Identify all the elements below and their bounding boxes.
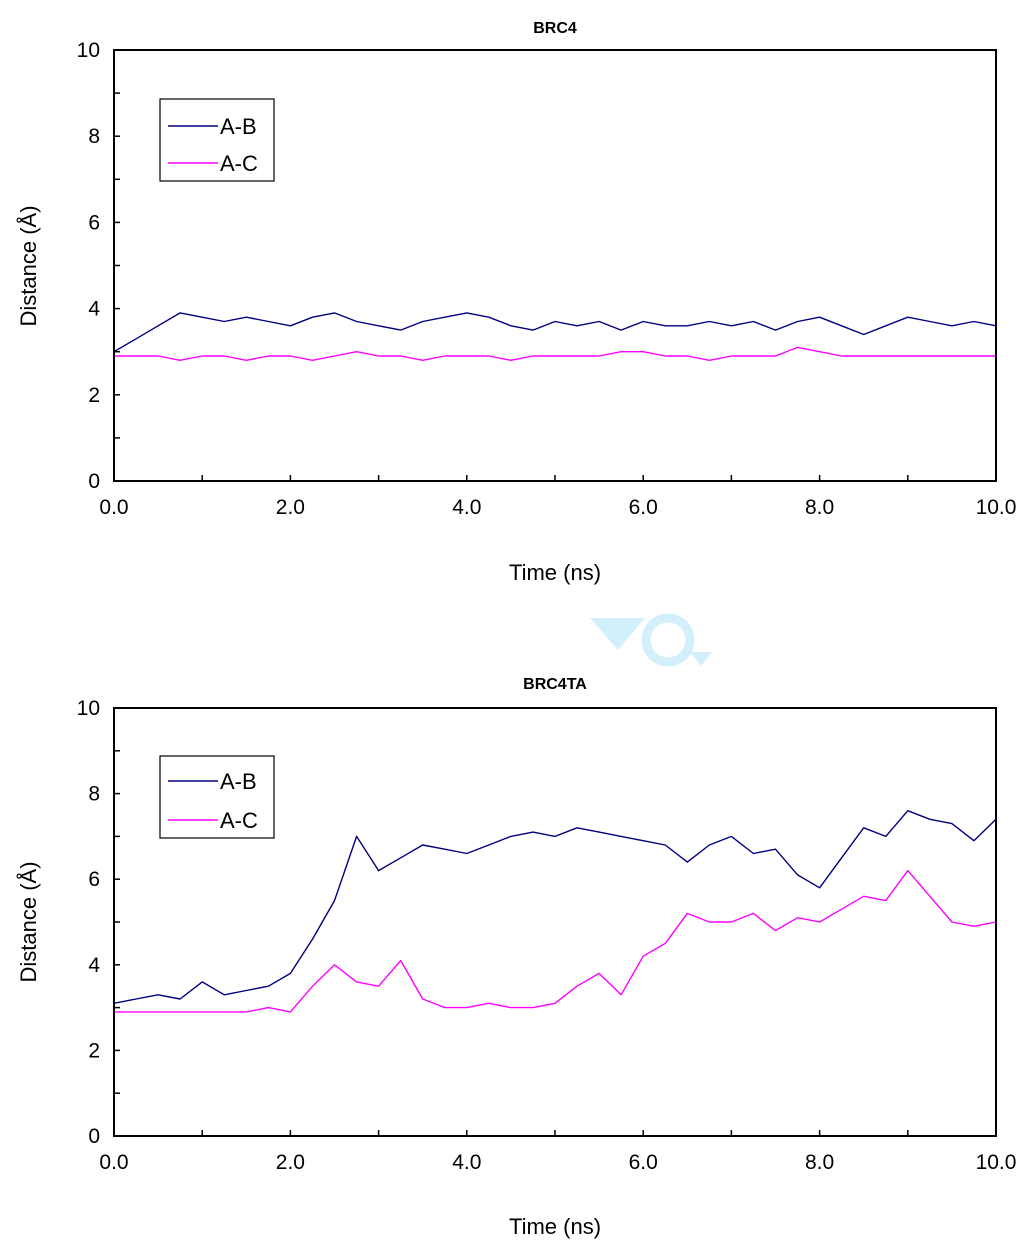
legend-box	[159, 98, 275, 182]
chart-brc4ta: BRC4TA 0.0 2.0 4.0 6.0 8.0 10.0 0 2 4 6 8 10 Time …	[16, 676, 1016, 1239]
y-tick-label: 10	[77, 697, 100, 720]
chart-brc4: BRC4 0.0 2.0 4.0 6.0 8.0 10.0 0 2 4 6 8 10 Time (n…	[16, 20, 1016, 585]
legend-label-a-c: A-C	[220, 808, 258, 833]
y-tick-label: 2	[88, 1039, 100, 1062]
y-tick-label: 4	[88, 954, 100, 977]
legend: A-B A-C	[159, 98, 275, 182]
legend-label-a-c: A-C	[220, 151, 258, 176]
watermark-logo	[590, 613, 712, 667]
legend-label-a-b: A-B	[220, 114, 257, 139]
x-tick-label: 4.0	[452, 496, 481, 519]
x-axis-label: Time (ns)	[509, 560, 601, 585]
x-tick-label: 8.0	[805, 496, 834, 519]
x-tick-label: 10.0	[976, 496, 1017, 519]
x-axis: 0.0 2.0 4.0 6.0 8.0 10.0	[99, 475, 1016, 519]
series-line-a-b	[113, 810, 997, 1004]
x-tick-label: 8.0	[805, 1151, 834, 1174]
chart-title: BRC4	[533, 20, 577, 37]
y-tick-label: 4	[88, 298, 100, 321]
y-tick-label: 8	[88, 783, 100, 806]
series-line-a-c	[114, 869, 997, 1013]
y-tick-label: 0	[88, 1125, 100, 1148]
y-axis: 0 2 4 6 8 10	[77, 697, 120, 1148]
legend-label-a-b: A-B	[220, 769, 257, 794]
series-line-a-c	[114, 346, 996, 361]
x-tick-label: 2.0	[276, 496, 305, 519]
x-tick-label: 10.0	[976, 1151, 1017, 1174]
series-line-a-b	[113, 312, 997, 353]
y-axis-label: Distance (Å)	[16, 861, 41, 982]
x-tick-label: 4.0	[452, 1151, 481, 1174]
legend-box	[159, 755, 275, 839]
x-tick-label: 0.0	[99, 496, 128, 519]
y-axis-label: Distance (Å)	[16, 205, 41, 326]
legend: A-B A-C	[159, 755, 275, 839]
x-tick-label: 2.0	[276, 1151, 305, 1174]
x-tick-label: 0.0	[99, 1151, 128, 1174]
plot-area	[113, 312, 997, 361]
x-axis-label: Time (ns)	[509, 1214, 601, 1239]
x-tick-label: 6.0	[629, 496, 658, 519]
y-tick-label: 10	[77, 39, 100, 62]
x-tick-label: 6.0	[629, 1151, 658, 1174]
y-tick-label: 6	[88, 868, 100, 891]
y-axis: 0 2 4 6 8 10	[77, 39, 120, 493]
x-axis: 0.0 2.0 4.0 6.0 8.0 10.0	[99, 1130, 1016, 1174]
chart-title: BRC4TA	[523, 676, 587, 693]
y-tick-label: 2	[88, 384, 100, 407]
plot-area	[113, 810, 997, 1013]
y-tick-label: 6	[88, 211, 100, 234]
y-tick-label: 0	[88, 470, 100, 493]
y-tick-label: 8	[88, 125, 100, 148]
